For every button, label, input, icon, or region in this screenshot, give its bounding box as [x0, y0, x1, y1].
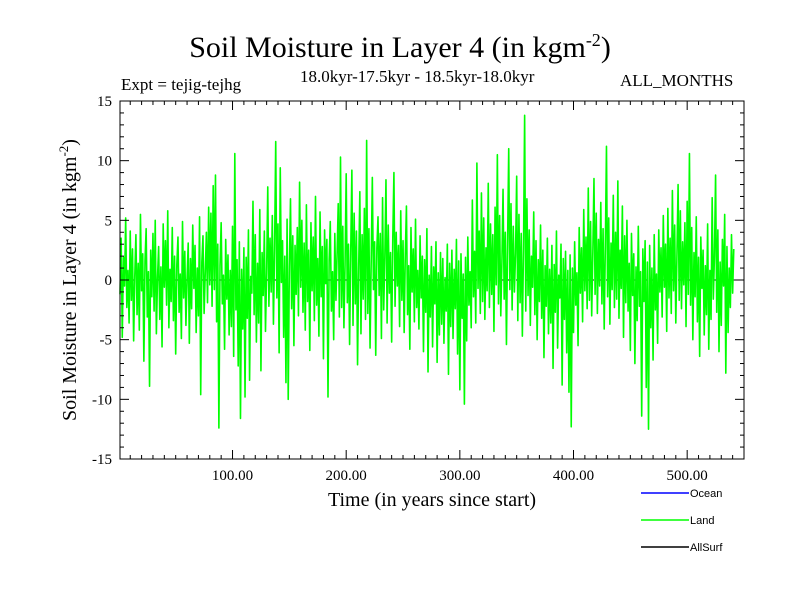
legend-label-land: Land	[690, 515, 714, 527]
plot-area	[119, 114, 744, 430]
y-tick-label: -15	[92, 452, 112, 468]
y-tick-label: 15	[97, 94, 112, 110]
y-tick-label: 5	[105, 213, 113, 229]
x-axis-label: Time (in years since start)	[328, 489, 536, 511]
y-tick-label: 10	[97, 154, 112, 170]
x-tick-label: 300.00	[439, 468, 480, 484]
months-label: ALL_MONTHS	[620, 71, 734, 90]
chart-subtitle: 18.0kyr-17.5kyr - 18.5kyr-18.0kyr	[300, 67, 535, 86]
experiment-label: Expt = tejig-tejhg	[121, 75, 242, 94]
legend-label-allsurf: AllSurf	[690, 542, 723, 554]
y-tick-label: 0	[105, 273, 113, 289]
y-tick-label: -10	[92, 392, 112, 408]
y-axis-label: Soil Moisture in Layer 4 (in kgm-2)	[56, 139, 81, 421]
y-tick-label: -5	[100, 333, 113, 349]
x-tick-label: 400.00	[553, 468, 594, 484]
legend: Ocean Land AllSurf	[641, 488, 723, 554]
axes: 15 10 5 0 -5 -10 -15 100.00 200.00 300.00 400.00 50…	[92, 94, 745, 484]
series-line-land	[119, 114, 735, 430]
chart-title: Soil Moisture in Layer 4 (in kgm-2)	[189, 30, 611, 64]
x-tick-label: 500.00	[667, 468, 708, 484]
x-tick-label: 200.00	[326, 468, 367, 484]
x-tick-label: 100.00	[212, 468, 253, 484]
legend-label-ocean: Ocean	[690, 488, 722, 500]
